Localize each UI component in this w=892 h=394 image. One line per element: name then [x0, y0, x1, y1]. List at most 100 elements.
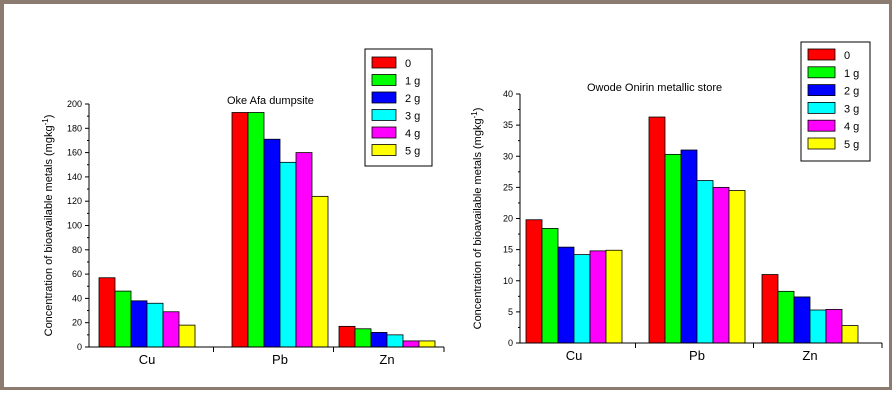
chart-1: 0 20 40 60 80 100 120 140 160 180 200 Cu Pb Zn Oke Afa…: [41, 48, 445, 367]
legend-label: 2 g: [844, 86, 859, 98]
bar-zn-series-4: [402, 340, 420, 348]
legend-label: 2 g: [405, 93, 420, 105]
legend-swatch: [371, 126, 397, 139]
y-tick-label: 60: [72, 269, 82, 279]
y-tick-label: 40: [72, 293, 82, 303]
y-tick-label: 200: [67, 99, 82, 109]
y-tick-label: 0: [77, 342, 82, 352]
y-tick-label: 30: [503, 151, 513, 161]
y-axis-label-superscript: -1: [470, 111, 479, 119]
y-tick-label: 160: [67, 148, 82, 158]
y-tick-label: 100: [67, 221, 82, 231]
legend-label: 5 g: [405, 146, 420, 158]
x-category-label: Zn: [802, 348, 817, 363]
legend-swatch: [807, 137, 836, 150]
bar-cu-series-0: [525, 219, 543, 344]
bar-pb-series-4: [295, 152, 313, 348]
bar-cu-series-2: [130, 300, 148, 348]
y-tick-label: 25: [503, 182, 513, 192]
legend-label: 1 g: [844, 68, 859, 80]
legend-swatch: [807, 84, 836, 96]
bar-zn-series-2: [793, 296, 811, 344]
bar-pb-series-3: [696, 180, 714, 344]
bar-zn-series-2: [370, 332, 388, 348]
bar-pb-series-5: [311, 195, 329, 348]
bar-cu-series-5: [178, 324, 196, 348]
x-category-label: Cu: [566, 348, 583, 363]
legend-label: 3 g: [405, 111, 420, 123]
bar-cu-series-5: [605, 249, 623, 344]
y-axis-label-close: ): [472, 108, 484, 112]
bar-cu-series-3: [146, 302, 164, 348]
y-tick-label: 80: [72, 245, 82, 255]
bar-zn-series-3: [386, 334, 404, 348]
bar-zn-series-4: [825, 308, 843, 344]
legend-label: 1 g: [405, 76, 420, 88]
x-category-label: Cu: [139, 352, 156, 367]
legend-swatch: [807, 48, 836, 61]
y-tick-label: 15: [503, 245, 513, 255]
y-tick-label: 140: [67, 172, 82, 182]
x-category-label: Pb: [272, 352, 288, 367]
y-tick-label: 120: [67, 196, 82, 206]
bar-pb-series-0: [648, 116, 666, 344]
bar-cu-series-2: [557, 246, 575, 344]
bar-zn-series-5: [418, 340, 436, 348]
legend-swatch: [371, 144, 397, 156]
y-tick-label: 20: [72, 318, 82, 328]
bar-zn-series-1: [777, 290, 795, 344]
bar-cu-series-1: [541, 228, 559, 344]
legend-label: 3 g: [844, 103, 859, 115]
bar-pb-series-1: [664, 153, 682, 344]
legend-label: 5 g: [844, 139, 859, 151]
bar-cu-series-0: [98, 277, 116, 348]
bar-zn-series-0: [761, 274, 779, 344]
y-tick-label: 0: [508, 338, 513, 348]
bar-zn-series-3: [809, 309, 827, 344]
y-axis-label-main: Concentration of bioavailable metals (mg…: [43, 125, 55, 336]
legend-swatch: [371, 109, 397, 121]
bar-pb-series-4: [712, 186, 730, 344]
legend: 0 1 g 2 g 3 g 4 g 5 g: [364, 48, 433, 167]
x-category-label: Pb: [689, 348, 705, 363]
y-axis-label-main: Concentration of bioavailable metals (mg…: [472, 118, 484, 329]
bar-zn-series-5: [841, 325, 859, 344]
legend-swatch: [371, 56, 397, 69]
chart-2: 0 5 10 15 20 25 30 35 40 Cu Pb Zn Owode Onirin metal…: [470, 41, 883, 363]
bar-zn-series-1: [354, 328, 372, 348]
y-tick-label: 20: [503, 214, 513, 224]
chart-title: Oke Afa dumpsite: [227, 95, 314, 107]
legend-swatch: [807, 66, 836, 79]
y-tick-label: 5: [508, 307, 513, 317]
bar-pb-series-3: [279, 161, 297, 348]
legend: 0 1 g 2 g 3 g 4 g 5 g: [800, 41, 871, 162]
y-axis-label: Concentration of bioavailable metals (mg…: [41, 115, 55, 337]
y-tick-label: 40: [503, 89, 513, 99]
bar-zn-series-0: [338, 325, 356, 348]
bar-pb-series-1: [247, 112, 265, 348]
legend-swatch: [371, 74, 397, 86]
legend-label: 4 g: [405, 128, 420, 140]
bar-cu-series-4: [162, 311, 180, 348]
x-category-label: Zn: [379, 352, 394, 367]
legend-label: 4 g: [844, 121, 859, 133]
bar-cu-series-3: [573, 254, 591, 344]
legend-label: 0: [405, 58, 411, 70]
y-axis-label-superscript: -1: [41, 118, 50, 126]
y-tick-label: 180: [67, 123, 82, 133]
legend-swatch: [371, 91, 397, 104]
bar-cu-series-1: [114, 290, 132, 348]
bar-cu-series-4: [589, 250, 607, 344]
legend-label: 0: [844, 50, 850, 62]
legend-swatch: [807, 102, 836, 114]
y-axis-label: Concentration of bioavailable metals (mg…: [470, 108, 484, 330]
bar-pb-series-0: [231, 112, 249, 348]
y-tick-label: 35: [503, 120, 513, 130]
bar-pb-series-2: [680, 149, 698, 344]
bar-pb-series-5: [728, 190, 746, 344]
y-axis-label-close: ): [43, 115, 55, 119]
bar-pb-series-2: [263, 138, 281, 348]
legend-swatch: [807, 119, 836, 132]
